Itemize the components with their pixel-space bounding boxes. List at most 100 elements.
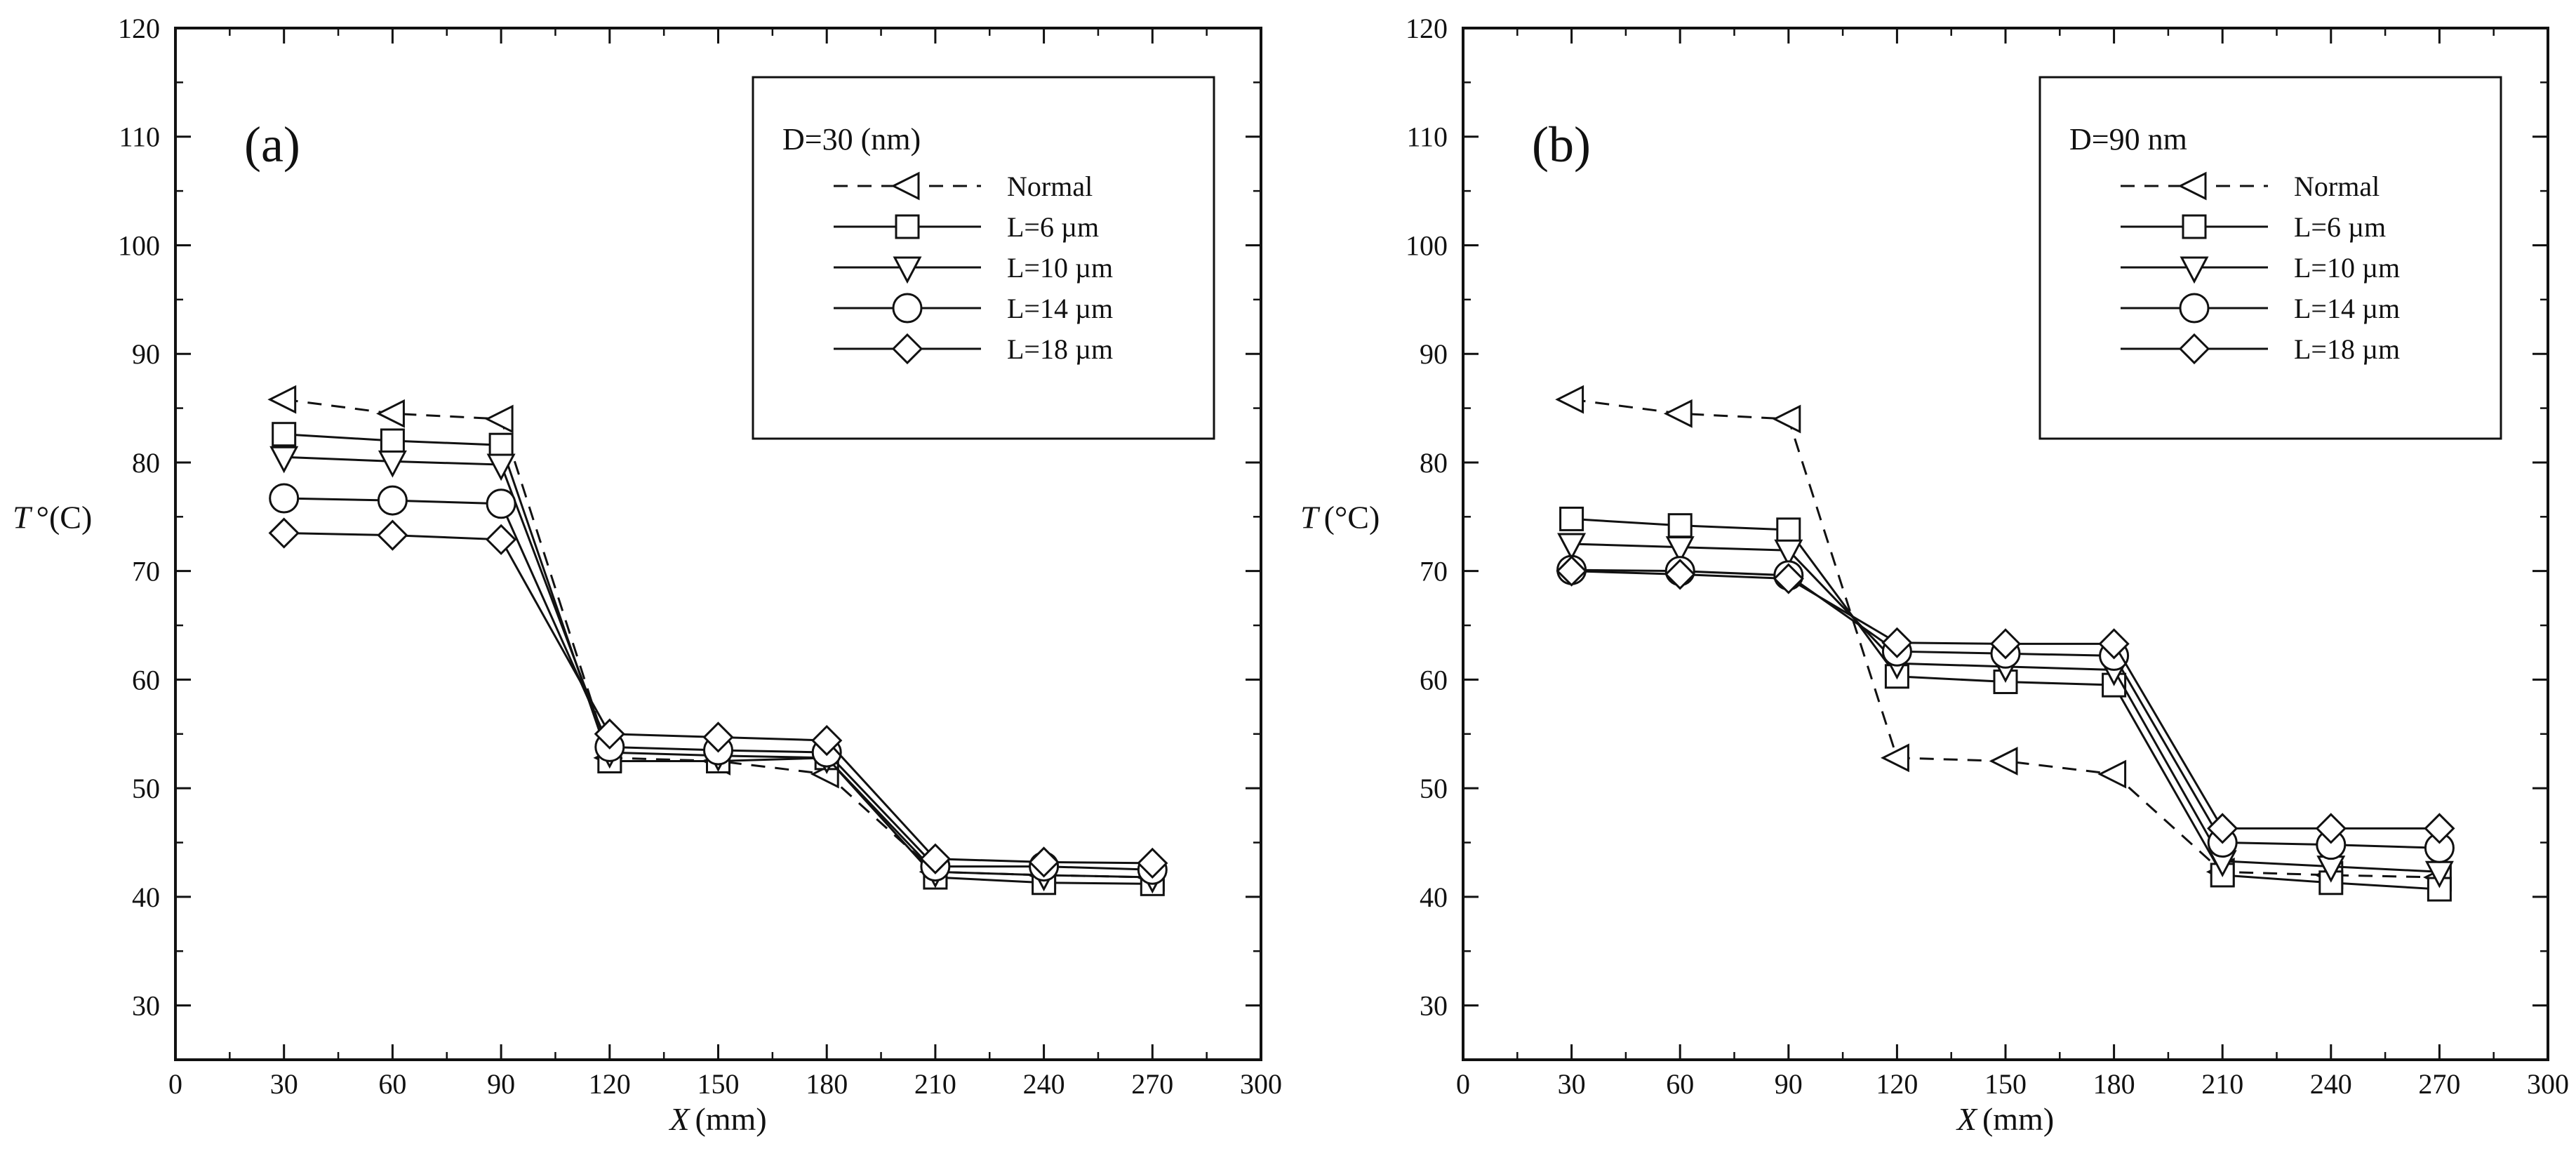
x-tick-label: 120 bbox=[589, 1068, 631, 1100]
y-axis-variable: T bbox=[13, 499, 33, 535]
x-tick-label: 90 bbox=[1775, 1068, 1803, 1100]
y-tick-label: 50 bbox=[1420, 773, 1448, 804]
data-point bbox=[380, 428, 405, 453]
data-point bbox=[2097, 759, 2127, 789]
data-point bbox=[269, 483, 300, 514]
data-point bbox=[2098, 628, 2130, 660]
data-point bbox=[702, 721, 734, 753]
data-point bbox=[594, 718, 625, 750]
y-tick-label: 80 bbox=[132, 447, 160, 479]
panel-label: (a) bbox=[244, 117, 300, 173]
data-point bbox=[1881, 627, 1913, 658]
legend-marker bbox=[2178, 333, 2210, 365]
data-point bbox=[1664, 559, 1696, 590]
legend-marker bbox=[2179, 293, 2210, 324]
data-point bbox=[1557, 533, 1587, 561]
data-point bbox=[272, 422, 297, 447]
legend-title: D=30 (nm) bbox=[782, 122, 921, 157]
x-tick-label: 240 bbox=[1023, 1068, 1065, 1100]
x-tick-label: 0 bbox=[1456, 1068, 1470, 1100]
y-axis-title: T (°C) bbox=[1300, 499, 1380, 535]
y-tick-label: 120 bbox=[1406, 13, 1448, 44]
data-point bbox=[485, 524, 517, 555]
legend-marker bbox=[893, 256, 922, 284]
y-tick-label: 90 bbox=[132, 338, 160, 370]
data-point bbox=[1559, 506, 1584, 531]
y-tick-label: 60 bbox=[1420, 664, 1448, 696]
y-tick-label: 100 bbox=[118, 229, 160, 261]
y-tick-label: 40 bbox=[1420, 881, 1448, 913]
legend-label-1: L=6 µm bbox=[1007, 211, 1099, 243]
x-tick-label: 240 bbox=[2310, 1068, 2352, 1100]
legend-label-4: L=18 µm bbox=[2294, 333, 2400, 365]
data-point bbox=[484, 404, 514, 434]
series-line bbox=[1571, 568, 2440, 849]
chart-panel-b: 0 30 60 90 120 150 180 210 240 270 300 30 40 50 60 70 80… bbox=[1300, 13, 2569, 1137]
data-point bbox=[269, 446, 299, 474]
y-tick-label: 120 bbox=[118, 13, 160, 44]
y-tick-label: 90 bbox=[1420, 338, 1448, 370]
y-tick-label: 40 bbox=[132, 881, 160, 913]
legend-label-2: L=10 µm bbox=[2294, 252, 2400, 284]
data-point bbox=[919, 843, 952, 874]
legend-marker bbox=[2180, 256, 2209, 284]
x-tick-label: 30 bbox=[270, 1068, 298, 1100]
data-point bbox=[1993, 670, 2018, 695]
data-point bbox=[1774, 539, 1803, 567]
x-tick-label: 210 bbox=[2201, 1068, 2243, 1100]
series-4 bbox=[268, 517, 1168, 879]
y-axis-title: T °(C) bbox=[13, 499, 92, 535]
x-axis-variable: X bbox=[1956, 1101, 1978, 1137]
x-tick-label: 30 bbox=[1558, 1068, 1586, 1100]
x-tick-label: 270 bbox=[2418, 1068, 2460, 1100]
data-point bbox=[488, 432, 514, 458]
y-tick-label: 30 bbox=[1420, 990, 1448, 1022]
data-point bbox=[1663, 399, 1693, 428]
x-tick-label: 60 bbox=[1666, 1068, 1694, 1100]
legend-marker bbox=[891, 333, 923, 365]
data-point bbox=[1881, 743, 1909, 773]
y-tick-label: 30 bbox=[132, 990, 160, 1022]
data-point bbox=[1665, 536, 1695, 564]
x-tick-label: 150 bbox=[698, 1068, 740, 1100]
x-tick-label: 300 bbox=[1240, 1068, 1282, 1100]
data-point bbox=[1776, 517, 1801, 543]
x-axis-unit: (mm) bbox=[1982, 1101, 2054, 1137]
legend-label-1: L=6 µm bbox=[2294, 211, 2386, 243]
x-tick-label: 90 bbox=[487, 1068, 515, 1100]
y-tick-label: 70 bbox=[1420, 556, 1448, 587]
data-point bbox=[1772, 404, 1801, 434]
data-point bbox=[1137, 847, 1168, 879]
y-tick-label: 110 bbox=[119, 121, 160, 153]
y-tick-label: 60 bbox=[132, 664, 160, 696]
series-line bbox=[1571, 543, 2440, 873]
data-point bbox=[267, 385, 297, 414]
series-2 bbox=[269, 446, 1167, 894]
series-line bbox=[283, 497, 1153, 871]
legend-label-3: L=14 µm bbox=[1007, 293, 1113, 324]
series-line bbox=[283, 398, 1153, 879]
y-tick-label: 70 bbox=[132, 556, 160, 587]
x-tick-label: 300 bbox=[2527, 1068, 2569, 1100]
legend-title: D=90 nm bbox=[2069, 122, 2187, 157]
data-point bbox=[1667, 513, 1693, 538]
series-2 bbox=[1557, 533, 2454, 889]
x-axis-title: X (mm) bbox=[668, 1101, 766, 1137]
y-axis-unit: °(C) bbox=[36, 499, 93, 535]
legend-marker bbox=[2182, 214, 2207, 239]
legend-label-0: Normal bbox=[2294, 171, 2380, 202]
series-3 bbox=[269, 483, 1168, 885]
legend-label-2: L=10 µm bbox=[1007, 252, 1113, 284]
x-tick-label: 0 bbox=[168, 1068, 182, 1100]
legend-marker bbox=[892, 293, 923, 324]
x-tick-label: 180 bbox=[2093, 1068, 2135, 1100]
data-point bbox=[1555, 385, 1584, 414]
series-1 bbox=[272, 422, 1165, 896]
series-line bbox=[283, 532, 1153, 865]
legend: D=90 nm Normal L=6 µm L=10 µm L=14 µm L=18 µm bbox=[2038, 76, 2502, 440]
data-point bbox=[1989, 628, 2022, 660]
y-tick-label: 80 bbox=[1420, 447, 1448, 479]
data-point bbox=[268, 517, 300, 549]
data-point bbox=[377, 485, 408, 516]
series-3 bbox=[1556, 554, 2455, 863]
